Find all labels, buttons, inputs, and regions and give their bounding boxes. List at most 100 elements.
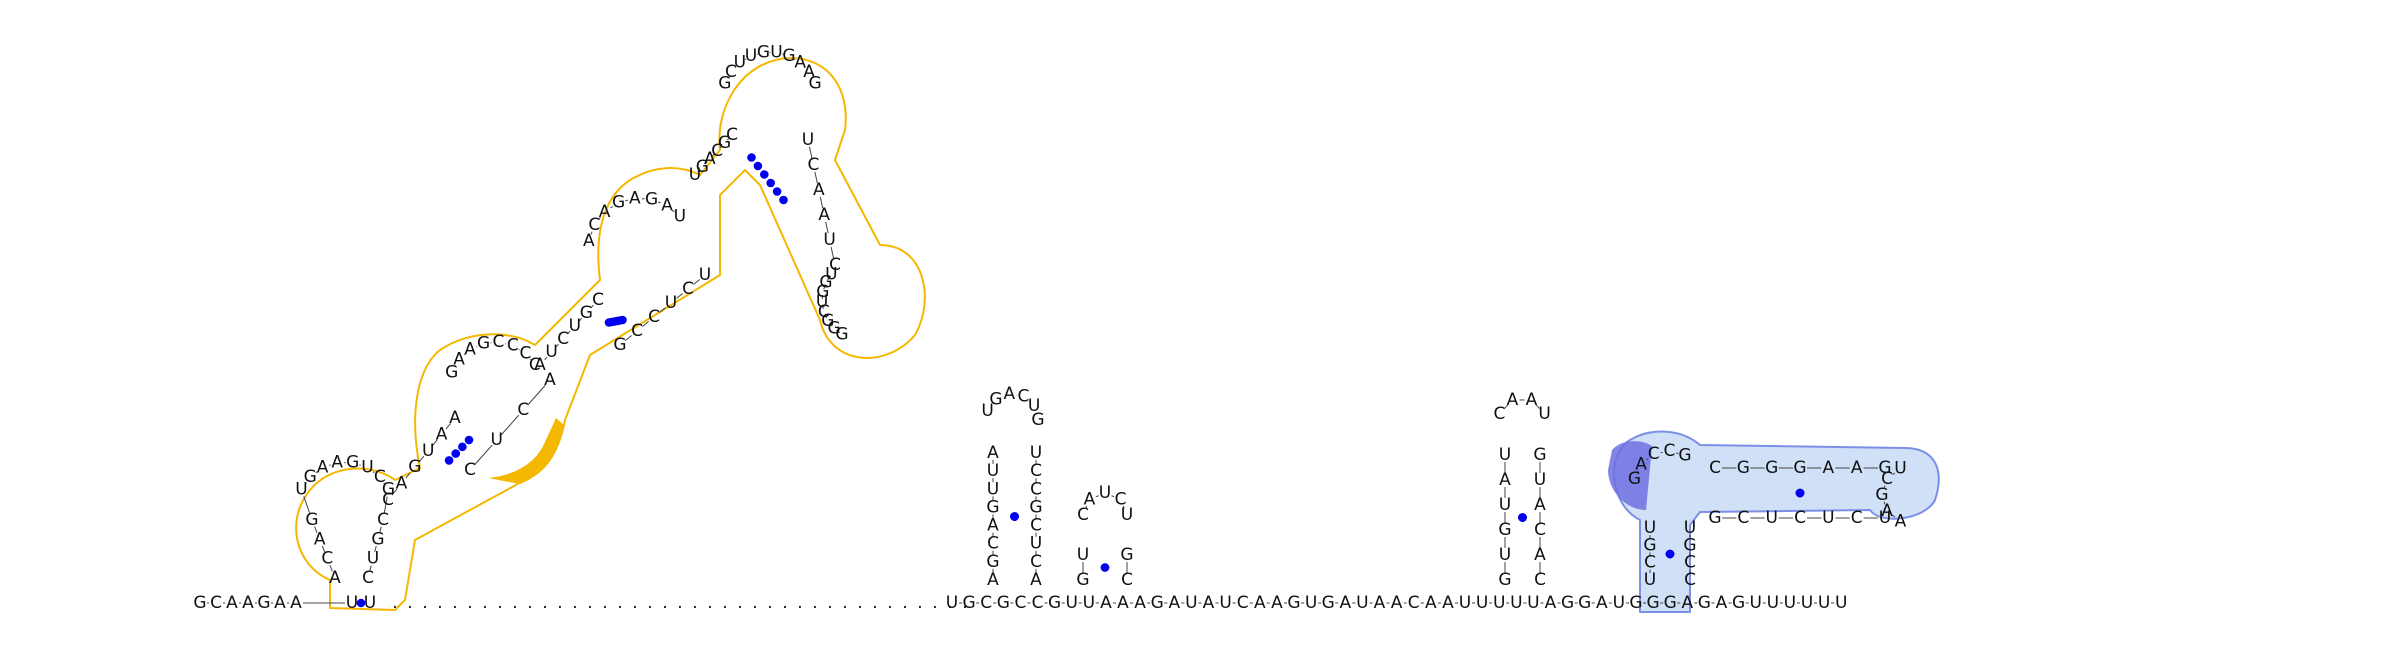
- nucleotide-U: U: [665, 293, 677, 313]
- nucleotide-U: U: [1894, 459, 1906, 479]
- nucleotide-dot: .: [617, 593, 622, 613]
- nucleotide-U: U: [1499, 545, 1511, 565]
- nucleotide-A: A: [226, 593, 238, 613]
- nucleotide-dot: .: [932, 593, 937, 613]
- nucleotide-dot: .: [857, 593, 862, 613]
- backbone-bond: [305, 482, 307, 485]
- base-pair-dot: [753, 161, 763, 171]
- backbone-bond: [445, 423, 451, 430]
- base-pair-dot: [1518, 513, 1527, 522]
- backbone-bond: [825, 221, 829, 234]
- backbone-bond: [315, 471, 318, 474]
- backbone-bond: [814, 171, 818, 184]
- nucleotide-G: G: [718, 74, 731, 94]
- base-pair-dot: [356, 598, 366, 608]
- nucleotide-U: U: [361, 458, 373, 478]
- nucleotide-U: U: [1499, 445, 1511, 465]
- nucleotide-A: A: [1391, 593, 1403, 613]
- nucleotide-G: G: [1765, 458, 1778, 478]
- nucleotide-G: G: [477, 333, 490, 353]
- nucleotide-A: A: [396, 474, 408, 494]
- nucleotide-dot: .: [557, 593, 562, 613]
- nucleotide-dot: .: [872, 593, 877, 613]
- nucleotide-U: U: [1185, 593, 1197, 613]
- nucleotide-G: G: [1793, 458, 1806, 478]
- nucleotide-C: C: [1794, 508, 1806, 528]
- backbone-bond: [657, 201, 661, 204]
- nucleotide-G: G: [1878, 458, 1891, 478]
- nucleotide-dot: .: [392, 593, 397, 613]
- nucleotide-A: A: [464, 339, 476, 359]
- nucleotide-C: C: [1737, 508, 1749, 528]
- nucleotide-G: G: [986, 497, 999, 517]
- nucleotide-G: G: [1628, 469, 1641, 489]
- backbone-bond: [418, 455, 425, 463]
- nucleotide-G: G: [1151, 593, 1164, 613]
- nucleotide-U: U: [1476, 593, 1488, 613]
- nucleotide-A: A: [661, 196, 673, 216]
- nucleotide-A: A: [436, 424, 448, 444]
- backbone-bond: [474, 444, 493, 466]
- backbone-bond: [314, 526, 318, 534]
- nucleotide-A: A: [1596, 593, 1608, 613]
- backbone-bond: [1111, 495, 1115, 498]
- nucleotide-C: C: [631, 321, 643, 341]
- nucleotide-dot: .: [722, 593, 727, 613]
- nucleotide-U: U: [689, 165, 701, 185]
- nucleotide-A: A: [453, 349, 465, 369]
- nucleotide-C: C: [648, 307, 660, 327]
- nucleotide-A: A: [1823, 458, 1835, 478]
- nucleotide-G: G: [1678, 446, 1691, 466]
- backbone-bond: [803, 66, 806, 69]
- nucleotide-G: G: [1120, 545, 1133, 565]
- nucleotide-A: A: [987, 516, 999, 536]
- nucleotide-U: U: [1305, 593, 1317, 613]
- base-pair-dot: [760, 170, 769, 179]
- backbone-bond: [823, 285, 826, 290]
- nucleotide-U: U: [1083, 593, 1095, 613]
- nucleotide-C: C: [1534, 520, 1546, 540]
- nucleotide-U: U: [1077, 545, 1089, 565]
- nucleotide-G: G: [816, 282, 829, 302]
- nucleotide-A: A: [242, 593, 254, 613]
- nucleotide-A: A: [1851, 458, 1863, 478]
- backbone-bond: [392, 488, 398, 495]
- nucleotide-G: G: [1498, 570, 1511, 590]
- backbone-bond: [712, 153, 715, 157]
- nucleotide-G: G: [696, 157, 709, 177]
- nucleotide-A: A: [1526, 390, 1538, 410]
- backbone-bond: [726, 137, 730, 141]
- nucleotide-U: U: [1030, 534, 1042, 554]
- nucleotide-C: C: [1030, 552, 1042, 572]
- nucleotide-A: A: [1425, 593, 1437, 613]
- backbone-bond: [379, 526, 382, 533]
- backbone-bond: [579, 317, 583, 322]
- backbone-bond: [659, 307, 666, 313]
- nucleotide-C: C: [1684, 553, 1696, 573]
- nucleotide-U: U: [745, 46, 757, 66]
- nucleotide-C: C: [382, 490, 394, 510]
- nucleotide-dot: .: [827, 593, 832, 613]
- nucleotide-U: U: [734, 53, 746, 73]
- nucleotide-U: U: [1028, 396, 1040, 416]
- nucleotide-dot: .: [587, 593, 592, 613]
- nucleotide-C: C: [829, 255, 841, 275]
- nucleotide-dot: .: [497, 593, 502, 613]
- nucleotide-A: A: [1254, 593, 1266, 613]
- nucleotide-A: A: [290, 593, 302, 613]
- backbone-bond: [822, 304, 824, 309]
- nucleotide-C: C: [517, 400, 529, 420]
- backbone-bond: [1095, 495, 1099, 498]
- backbone-bond: [598, 217, 601, 220]
- nucleotide-G: G: [718, 133, 731, 153]
- backbone-bond: [642, 321, 649, 327]
- nucleotide-U: U: [1765, 508, 1777, 528]
- nucleotide-G: G: [986, 552, 999, 572]
- backbone-bond: [432, 439, 438, 446]
- backbone-bond: [405, 472, 411, 479]
- nucleotide-C: C: [1494, 404, 1506, 424]
- nucleotide-A: A: [1681, 593, 1693, 613]
- backbone-bonds: [207, 51, 1896, 604]
- nucleotide-A: A: [1881, 501, 1893, 521]
- nucleotide-A: A: [1499, 470, 1511, 490]
